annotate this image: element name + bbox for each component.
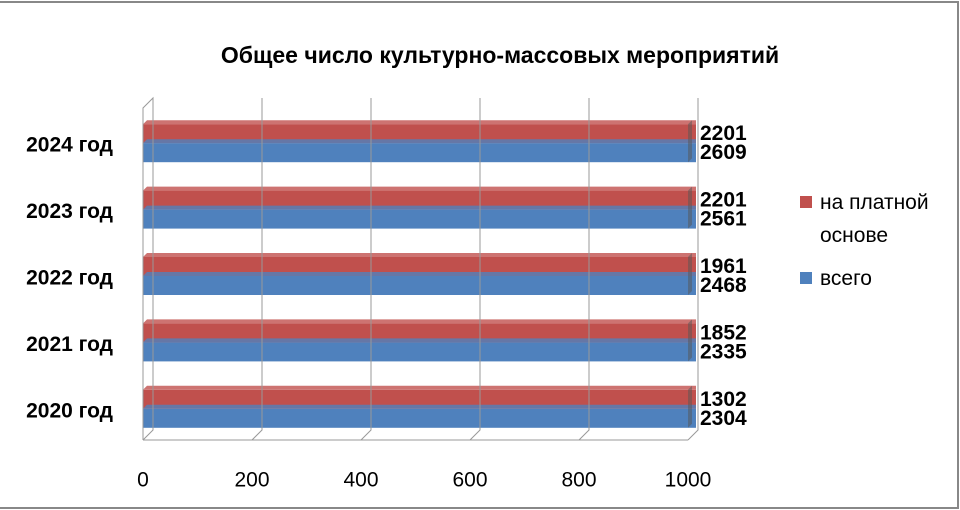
bar-end — [688, 120, 692, 144]
y-tick-label: 2021 год — [26, 333, 113, 356]
y-tick-label: 2022 год — [26, 267, 113, 290]
value-label: 2201 — [700, 122, 747, 145]
bar-end — [688, 139, 692, 163]
value-label: 2609 — [700, 141, 747, 164]
bar-end — [688, 186, 692, 210]
value-label: 2335 — [700, 340, 747, 363]
bar-top — [143, 120, 696, 125]
bar-end — [688, 205, 692, 229]
y-tick-label: 2020 год — [26, 399, 113, 422]
x-tick-label: 800 — [561, 469, 596, 492]
bar-end — [688, 272, 692, 295]
bar-top — [143, 404, 696, 409]
bar-top — [143, 338, 696, 343]
legend-label: на платной основе — [820, 191, 929, 247]
x-tick-label: 200 — [234, 469, 269, 492]
legend-swatch — [800, 196, 812, 208]
bar-top — [143, 186, 696, 191]
x-tick-label: 400 — [343, 469, 378, 492]
value-label: 2468 — [700, 274, 747, 297]
bar-top — [143, 272, 696, 276]
bar-end — [688, 404, 692, 428]
value-label: 2201 — [700, 189, 747, 212]
x-tick-label: 0 — [137, 469, 149, 492]
chart-title: Общее число культурно-массовых мероприят… — [221, 42, 779, 68]
bar — [143, 257, 696, 276]
bar — [143, 276, 696, 295]
bar — [143, 408, 696, 428]
bar — [143, 389, 696, 409]
bar-end — [688, 253, 692, 276]
value-label: 2304 — [700, 407, 747, 430]
legend-label: всего — [820, 267, 872, 290]
value-label: 1961 — [700, 255, 747, 278]
bar — [143, 209, 696, 229]
y-tick-label: 2024 год — [26, 134, 113, 157]
value-label: 1302 — [700, 388, 747, 411]
bar — [143, 143, 696, 163]
bar-end — [688, 385, 692, 409]
value-label: 1852 — [700, 321, 747, 344]
bar — [143, 190, 696, 210]
bar-top — [143, 319, 696, 324]
x-tick-label: 1000 — [665, 469, 712, 492]
bar-top — [143, 139, 696, 144]
grid-line — [142, 98, 154, 441]
bar — [143, 342, 696, 362]
x-tick-label: 600 — [452, 469, 487, 492]
bar-top — [143, 253, 696, 257]
value-label: 2561 — [700, 208, 747, 231]
bar-end — [688, 338, 692, 362]
grid-line — [687, 98, 699, 441]
legend-swatch — [800, 272, 812, 284]
bar-end — [688, 319, 692, 343]
bar — [143, 124, 696, 144]
grid-line — [251, 98, 263, 441]
bar-top — [143, 385, 696, 390]
bar-top — [143, 205, 696, 210]
grid-line — [578, 98, 590, 441]
y-tick-label: 2023 год — [26, 200, 113, 223]
grid-line — [469, 98, 481, 441]
bar — [143, 323, 696, 343]
grid-line — [360, 98, 372, 441]
